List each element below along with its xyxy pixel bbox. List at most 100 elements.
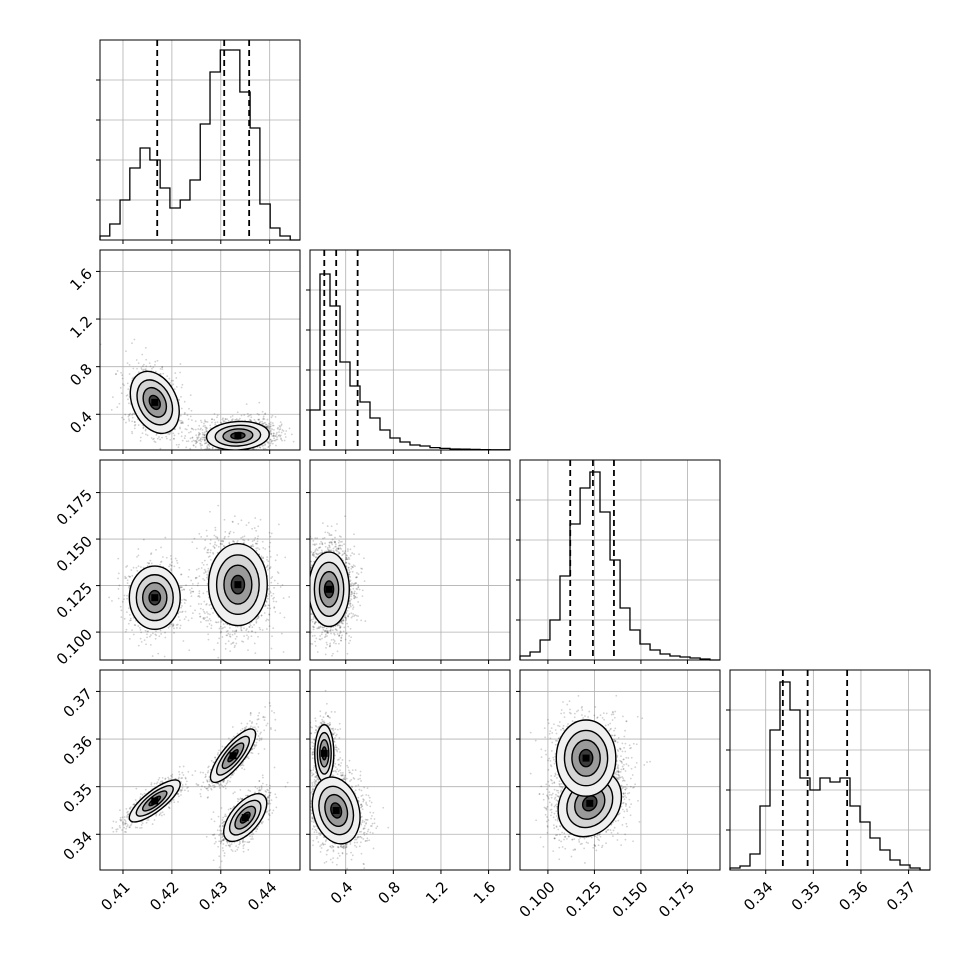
sample-point [256, 453, 258, 455]
sample-point [280, 423, 283, 426]
sample-point [117, 577, 119, 580]
sample-point [148, 362, 151, 365]
sample-point [204, 612, 206, 615]
sample-point [231, 642, 234, 645]
sample-point [172, 383, 175, 386]
sample-point [208, 604, 211, 606]
sample-point [167, 433, 170, 435]
sample-point [165, 556, 168, 559]
sample-point [256, 451, 258, 453]
sample-point [265, 619, 267, 622]
sample-point [192, 439, 195, 442]
sample-point [266, 558, 268, 561]
sample-point [137, 625, 140, 627]
sample-point [275, 444, 277, 447]
sample-point [191, 436, 194, 439]
sample-point [175, 627, 178, 629]
sample-point [258, 548, 261, 551]
sample-point [238, 457, 240, 459]
sample-point [270, 577, 273, 580]
sample-point [255, 452, 257, 454]
sample-point [127, 415, 130, 418]
sample-point [159, 438, 161, 441]
sample-point [180, 435, 183, 438]
sample-point [205, 602, 208, 605]
sample-point [189, 415, 192, 418]
sample-point [140, 640, 143, 643]
sample-point [205, 430, 208, 432]
sample-point [179, 427, 181, 430]
sample-point [276, 427, 279, 430]
sample-point [216, 551, 219, 554]
sample-point [224, 418, 227, 421]
sample-point [251, 543, 254, 546]
sample-point [115, 373, 117, 375]
sample-point [197, 434, 200, 437]
sample-point [279, 426, 282, 428]
sample-point [216, 451, 218, 453]
sample-point [273, 586, 275, 589]
sample-point [207, 638, 210, 641]
sample-point [127, 398, 129, 401]
sample-point [136, 367, 138, 370]
sample-point [202, 436, 205, 439]
sample-point [209, 427, 212, 429]
sample-point [150, 634, 152, 636]
sample-point [145, 358, 148, 361]
sample-point [207, 570, 210, 572]
sample-point [284, 436, 287, 438]
sample-point [203, 431, 206, 434]
sample-point [275, 438, 278, 441]
sample-point [247, 649, 249, 652]
sample-point [212, 551, 214, 554]
sample-point [147, 630, 150, 633]
sample-point [177, 615, 180, 618]
sample-point [168, 377, 171, 380]
sample-point [269, 431, 272, 434]
sample-point [206, 573, 208, 576]
sample-point [205, 619, 208, 622]
sample-point [223, 537, 226, 540]
sample-point [264, 412, 267, 415]
sample-point [288, 427, 291, 430]
sample-point [116, 406, 119, 409]
sample-point [262, 444, 265, 447]
sample-point [168, 433, 171, 436]
sample-point [268, 567, 271, 570]
sample-point [231, 521, 234, 523]
sample-point [192, 444, 195, 447]
sample-point [207, 619, 209, 622]
sample-point [205, 442, 208, 445]
sample-point [254, 536, 257, 539]
sample-point [198, 575, 201, 578]
sample-point [126, 382, 129, 385]
sample-point [270, 433, 273, 436]
sample-point [155, 548, 157, 551]
sample-point [203, 618, 206, 621]
sample-point [209, 551, 212, 554]
sample-point [219, 457, 221, 459]
sample-point [272, 434, 275, 437]
sample-point [202, 616, 205, 619]
sample-point [191, 452, 193, 454]
sample-point [198, 612, 201, 615]
sample-point [137, 362, 140, 365]
sample-point [199, 443, 202, 445]
sample-point [185, 584, 187, 587]
sample-point [128, 414, 131, 417]
sample-point [173, 565, 176, 568]
sample-point [224, 418, 227, 420]
sample-point [269, 607, 272, 610]
sample-point [251, 527, 254, 530]
sample-point [282, 597, 285, 600]
sample-point [195, 547, 198, 550]
sample-point [158, 635, 161, 638]
sample-point [187, 575, 190, 578]
sample-point [189, 605, 192, 608]
sample-point [207, 443, 210, 446]
sample-point [255, 618, 258, 621]
sample-point [231, 520, 234, 523]
sample-point [230, 419, 233, 421]
panel-frame [99, 249, 301, 451]
sample-point [199, 437, 202, 440]
